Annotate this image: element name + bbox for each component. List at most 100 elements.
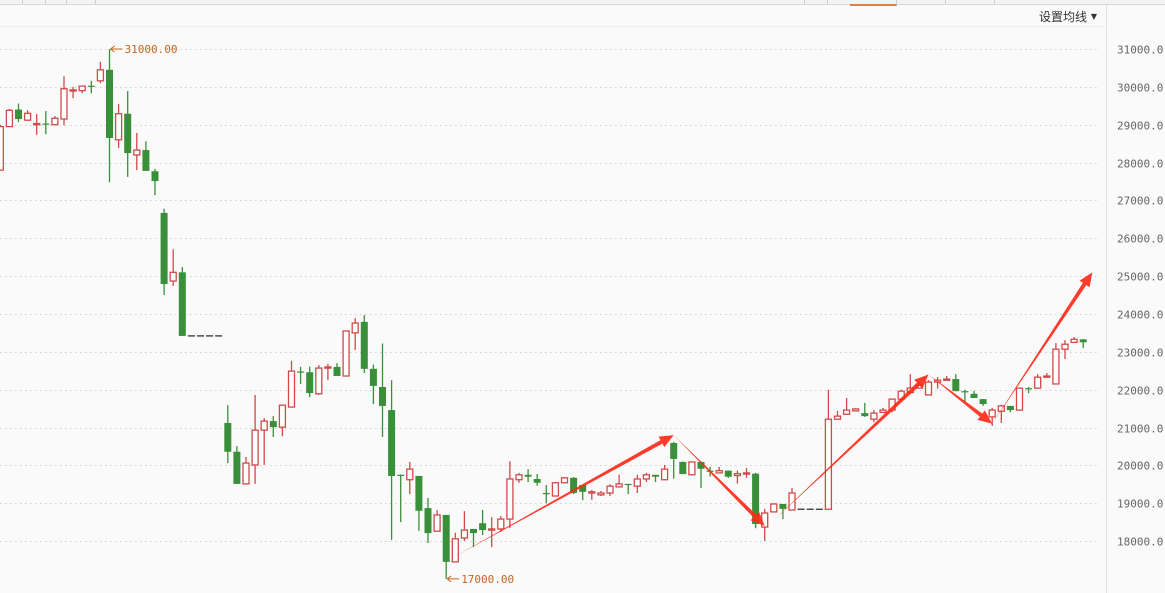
candle-body <box>570 477 578 493</box>
candle <box>87 80 95 94</box>
candle-body <box>961 391 969 393</box>
candle-body <box>642 474 651 480</box>
candle-body <box>1025 388 1033 390</box>
min-arrow-icon <box>446 575 460 583</box>
candle <box>943 376 951 381</box>
candle-body <box>178 272 186 336</box>
candle-body <box>106 69 113 138</box>
candle-body <box>970 393 978 398</box>
tab-segment[interactable] <box>23 0 46 4</box>
trend-arrow <box>773 374 929 521</box>
candle <box>1043 372 1051 378</box>
candle <box>269 416 277 437</box>
candle <box>451 532 459 563</box>
candle-body <box>542 492 550 495</box>
y-tick-label: 31000.0 <box>1117 44 1163 57</box>
candle <box>178 267 186 336</box>
candle <box>242 457 250 485</box>
candle <box>852 407 860 412</box>
tab-segment[interactable] <box>67 0 96 4</box>
y-axis-ticks: 18000.0 19000.0 20000.0 21000.0 22000.0 23000… <box>1117 44 1163 549</box>
candle-body <box>943 378 951 381</box>
tab-segment[interactable] <box>897 0 946 4</box>
candle-body <box>852 408 860 412</box>
candle <box>633 474 641 493</box>
candle-body <box>997 405 1005 412</box>
candle-body <box>60 88 68 120</box>
candle <box>51 115 59 126</box>
candle <box>351 318 359 350</box>
candle-body <box>506 478 514 520</box>
candle <box>615 474 623 488</box>
candle <box>824 389 833 510</box>
candle <box>488 517 496 548</box>
candle <box>160 208 168 296</box>
candle-body <box>169 271 177 282</box>
candle <box>870 410 878 423</box>
candle <box>433 510 441 532</box>
candle <box>315 365 323 395</box>
candle-body <box>269 421 277 428</box>
candle-body <box>742 472 751 475</box>
candle-body <box>87 85 95 87</box>
candle-body <box>23 112 32 121</box>
candle-body <box>597 492 605 496</box>
candle-body <box>488 528 496 531</box>
candle-body <box>78 85 86 92</box>
candle-body <box>833 415 842 420</box>
candle <box>397 474 405 523</box>
candle-body <box>588 491 596 494</box>
candle <box>788 488 796 511</box>
candle <box>424 497 432 543</box>
candle <box>997 404 1005 423</box>
candle-body <box>306 372 314 394</box>
candle <box>60 76 68 126</box>
candle-body <box>388 410 396 476</box>
candle-body <box>0 125 4 171</box>
candle-body <box>124 113 132 154</box>
candle <box>333 363 341 377</box>
candle <box>624 483 632 495</box>
candle-body <box>315 367 323 395</box>
candle <box>1070 337 1078 343</box>
tab-segment[interactable] <box>784 0 805 4</box>
candle-body <box>333 366 341 377</box>
tab-segment[interactable] <box>0 0 23 4</box>
candle-body <box>33 122 41 126</box>
ma-settings-button[interactable]: 设置均线 ▼ <box>1039 8 1097 25</box>
trend-arrows <box>455 272 1093 557</box>
min-price-label: 17000.00 <box>461 573 514 586</box>
candle-body <box>560 477 569 484</box>
candle <box>42 111 50 135</box>
candle-body <box>697 461 705 469</box>
candle-body <box>679 461 687 475</box>
candle <box>697 461 705 489</box>
candle-body <box>1061 343 1069 350</box>
tab-active[interactable] <box>850 0 897 6</box>
trend-arrow <box>928 374 993 424</box>
candle-body <box>688 461 696 476</box>
candle <box>1079 339 1087 349</box>
candle-body <box>1006 405 1014 411</box>
candle-body <box>42 123 50 125</box>
candle-body <box>397 474 405 477</box>
tab-segment[interactable] <box>46 0 67 4</box>
candle-body <box>788 492 796 511</box>
tab-segment[interactable] <box>946 0 995 4</box>
candle-body <box>624 483 632 486</box>
candle <box>1052 343 1060 385</box>
candle-body <box>251 429 259 466</box>
extreme-labels: 31000.00 17000.00 <box>110 43 514 586</box>
candle-body <box>160 212 168 285</box>
candle-body <box>297 371 305 373</box>
tab-segment[interactable] <box>805 0 828 4</box>
y-tick-label: 28000.0 <box>1117 158 1163 171</box>
candle-body <box>579 485 587 492</box>
candle <box>1061 340 1069 359</box>
candle <box>660 464 669 481</box>
candle <box>724 470 732 478</box>
candle <box>542 485 550 504</box>
candle <box>324 363 332 381</box>
candle <box>233 446 241 484</box>
candle <box>551 482 560 497</box>
